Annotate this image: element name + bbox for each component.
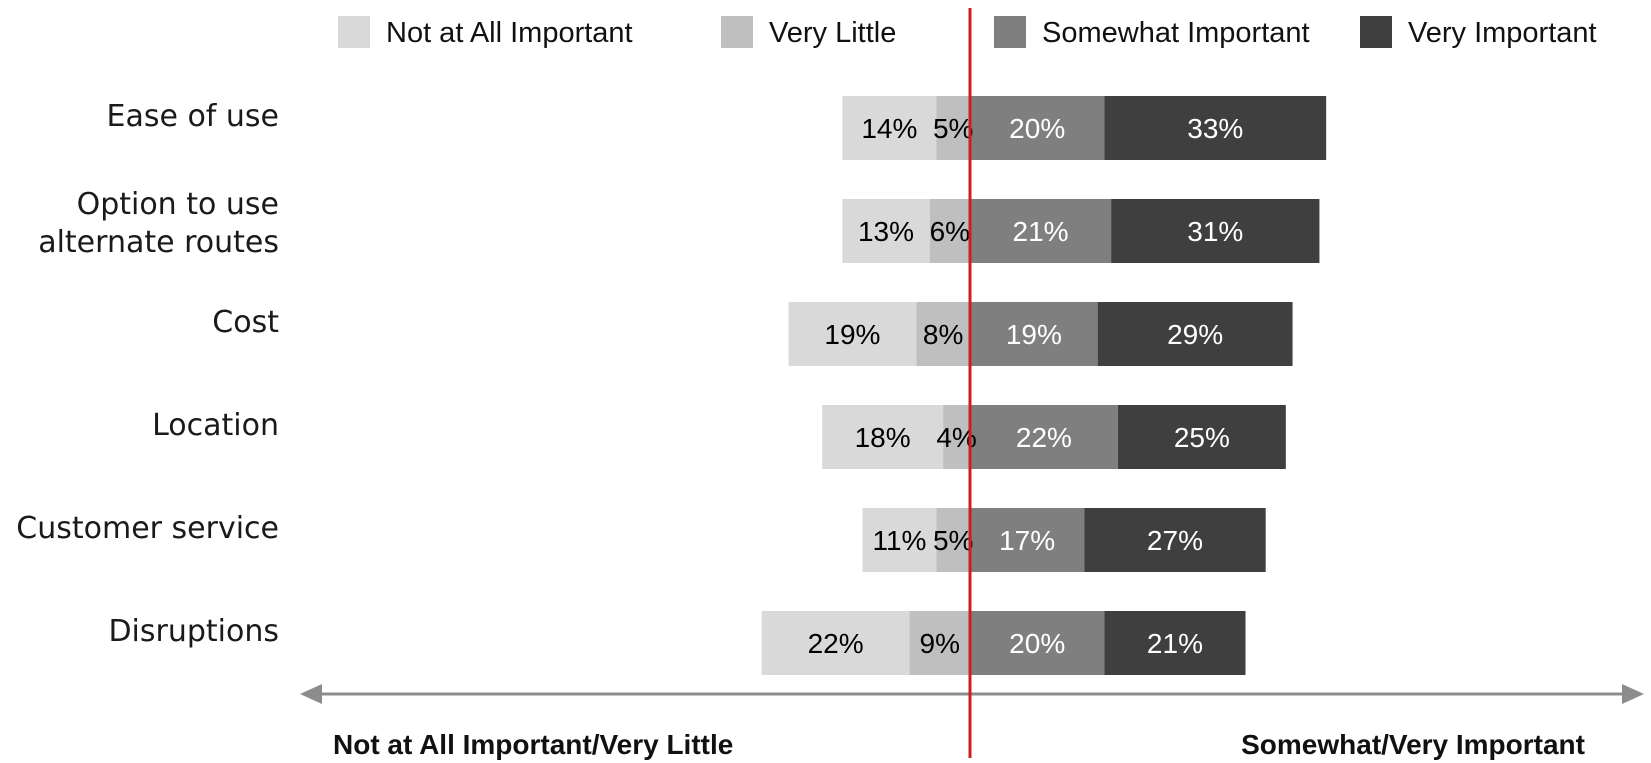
- bar-segment: [862, 508, 937, 572]
- bar-segment: [822, 405, 944, 469]
- bar-value-label: 19%: [824, 319, 880, 350]
- legend-label-1: Very Little: [769, 17, 896, 49]
- bars: [761, 96, 1327, 675]
- legend-swatch-0: [338, 16, 370, 48]
- bar-segment: [909, 611, 970, 675]
- legend-label-0: Not at All Important: [386, 17, 633, 49]
- category-label: Disruptions: [108, 614, 279, 649]
- bar-value-label: 29%: [1167, 319, 1223, 350]
- bar-segment: [936, 508, 970, 572]
- bar-value-label: 5%: [933, 525, 973, 556]
- bar-segment: [929, 199, 970, 263]
- category-label: Customer service: [16, 511, 279, 546]
- bar-value-label: 17%: [999, 525, 1055, 556]
- bar-value-label: 6%: [930, 216, 970, 247]
- bar-segment: [842, 199, 930, 263]
- bar-value-label: 27%: [1147, 525, 1203, 556]
- bar-value-label: 22%: [808, 628, 864, 659]
- axis-arrow-left-icon: [300, 684, 322, 704]
- bar-value-label: 11%: [872, 525, 926, 556]
- bar-segment: [1097, 302, 1293, 366]
- category-label: Ease of use: [106, 99, 279, 134]
- axis: Not at All Important/Very Little Somewha…: [300, 684, 1644, 760]
- legend-label-3: Very Important: [1408, 17, 1597, 49]
- bar-value-labels: 5%14% 20% 33%6%13% 21% 31%8%19% 19% 29%4%18% 22…: [808, 113, 1244, 659]
- bar-value-label: 19%: [1006, 319, 1062, 350]
- legend: Not at All Important Very Little Somewhat …: [338, 16, 1597, 49]
- bar-value-label: 33%: [1187, 113, 1243, 144]
- bar-segment: [970, 508, 1085, 572]
- bar-segment: [936, 96, 970, 160]
- bar-segment: [970, 405, 1118, 469]
- axis-right-label: Somewhat/Very Important: [1241, 729, 1585, 760]
- bar-segment: [970, 302, 1098, 366]
- bar-segment: [1117, 405, 1286, 469]
- bar-segment: [1084, 508, 1266, 572]
- bar-segment: [761, 611, 910, 675]
- bar-segment: [1104, 96, 1327, 160]
- bar-value-label: 31%: [1187, 216, 1243, 247]
- category-label: Cost: [212, 305, 279, 340]
- bar-value-label: 20%: [1009, 628, 1065, 659]
- bar-value-label: 13%: [858, 216, 914, 247]
- bar-segment: [1104, 611, 1246, 675]
- bar-value-label: 5%: [933, 113, 973, 144]
- bar-value-label: 8%: [923, 319, 963, 350]
- category-label: Location: [152, 408, 279, 443]
- category-label: Option to use alternate routes: [38, 187, 279, 260]
- bar-segment: [842, 96, 937, 160]
- bar-segment: [970, 96, 1105, 160]
- legend-label-2: Somewhat Important: [1042, 17, 1310, 49]
- bar-value-label: 14%: [861, 113, 917, 144]
- category-labels: Ease of use Option to use alternate routes…: [16, 99, 279, 649]
- bar-segment: [916, 302, 970, 366]
- bar-value-label: 21%: [1147, 628, 1203, 659]
- axis-left-label: Not at All Important/Very Little: [333, 729, 733, 760]
- axis-arrow-right-icon: [1622, 684, 1644, 704]
- bar-segment: [1111, 199, 1320, 263]
- legend-swatch-1: [721, 16, 753, 48]
- bar-segment: [970, 611, 1105, 675]
- bar-value-label: 18%: [855, 422, 911, 453]
- bar-value-label: 9%: [920, 628, 960, 659]
- bar-value-label: 21%: [1013, 216, 1069, 247]
- bar-value-label: 22%: [1016, 422, 1072, 453]
- bar-segment: [970, 199, 1112, 263]
- bar-value-label: 25%: [1174, 422, 1230, 453]
- bar-segment: [943, 405, 970, 469]
- legend-swatch-2: [994, 16, 1026, 48]
- bar-value-label: 20%: [1009, 113, 1065, 144]
- bar-segment: [788, 302, 917, 366]
- legend-swatch-3: [1360, 16, 1392, 48]
